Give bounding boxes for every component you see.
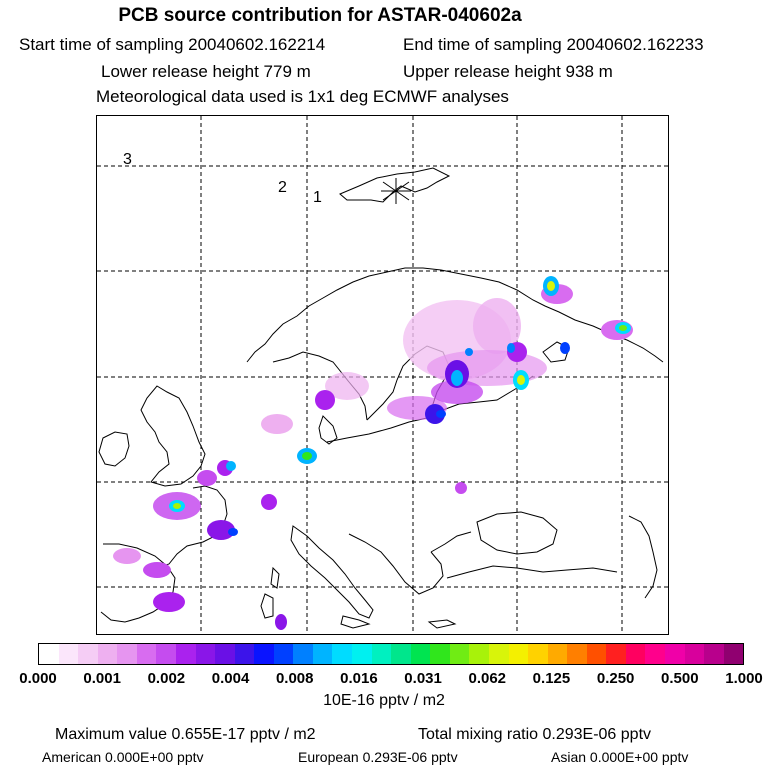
colorbar-segment bbox=[293, 644, 313, 664]
colorbar-tick-label: 0.062 bbox=[468, 670, 507, 687]
colorbar-segment bbox=[625, 644, 646, 664]
map-label-1: 1 bbox=[313, 189, 322, 206]
colorbar-tick-label: 0.004 bbox=[211, 670, 250, 687]
release-site-icon bbox=[381, 178, 411, 204]
colorbar-units: 10E-16 pptv / m2 bbox=[323, 692, 445, 709]
european-contribution: European 0.293E-06 pptv bbox=[298, 749, 458, 765]
colorbar-segment bbox=[215, 644, 235, 664]
american-contribution: American 0.000E+00 pptv bbox=[42, 749, 204, 765]
end-time-label: End time of sampling 20040602.162233 bbox=[403, 35, 704, 54]
colorbar-segment bbox=[312, 644, 333, 664]
colorbar-segment bbox=[39, 644, 59, 664]
colorbar-segment bbox=[723, 644, 744, 664]
europe-map: 3 2 1 bbox=[97, 116, 668, 634]
colorbar-tick-label: 0.000 bbox=[19, 670, 57, 687]
colorbar-tick-label: 0.002 bbox=[147, 670, 186, 687]
colorbar-segment bbox=[508, 644, 529, 664]
colorbar-segment bbox=[175, 644, 196, 664]
colorbar-segment bbox=[430, 644, 450, 664]
colorbar-tick-label: 0.031 bbox=[404, 670, 442, 687]
asian-contribution: Asian 0.000E+00 pptv bbox=[551, 749, 689, 765]
colorbar-segment bbox=[704, 644, 724, 664]
map-panel: 3 2 1 bbox=[96, 115, 669, 635]
max-value-label: Maximum value 0.655E-17 pptv / m2 bbox=[55, 726, 316, 743]
colorbar-segment bbox=[273, 644, 294, 664]
colorbar bbox=[38, 643, 744, 665]
plot-title: PCB source contribution for ASTAR-040602… bbox=[118, 5, 522, 26]
colorbar-segment bbox=[567, 644, 587, 664]
colorbar-tick-label: 0.125 bbox=[532, 670, 571, 687]
colorbar-segment bbox=[606, 644, 626, 664]
colorbar-segment bbox=[58, 644, 79, 664]
colorbar-segment bbox=[195, 644, 216, 664]
colorbar-tick-label: 0.008 bbox=[275, 670, 314, 687]
colorbar-tick-label: 1.000 bbox=[725, 670, 763, 687]
colorbar-segment bbox=[410, 644, 431, 664]
colorbar-segment bbox=[371, 644, 392, 664]
colorbar-segment bbox=[449, 644, 470, 664]
colorbar-segment bbox=[97, 644, 118, 664]
colorbar-segment bbox=[645, 644, 665, 664]
colorbar-tick-label: 0.500 bbox=[661, 670, 699, 687]
colorbar-segment bbox=[136, 644, 157, 664]
colorbar-segment bbox=[586, 644, 607, 664]
colorbar-tick-label: 0.016 bbox=[340, 670, 378, 687]
colorbar-segment bbox=[156, 644, 176, 664]
colorbar-segment bbox=[528, 644, 548, 664]
colorbar-segment bbox=[234, 644, 255, 664]
map-label-3: 3 bbox=[123, 151, 132, 168]
colorbar-segment bbox=[117, 644, 137, 664]
colorbar-tick-label: 0.001 bbox=[83, 670, 121, 687]
lower-release-label: Lower release height 779 m bbox=[101, 62, 311, 81]
colorbar-segment bbox=[78, 644, 98, 664]
total-mixing-label: Total mixing ratio 0.293E-06 pptv bbox=[418, 726, 652, 743]
start-time-label: Start time of sampling 20040602.162214 bbox=[19, 35, 326, 54]
colorbar-segment bbox=[332, 644, 352, 664]
upper-release-label: Upper release height 938 m bbox=[403, 62, 613, 81]
coastlines bbox=[98, 167, 664, 629]
concentration-field bbox=[113, 276, 633, 630]
lat-lon-grid bbox=[97, 116, 668, 634]
colorbar-segment bbox=[547, 644, 568, 664]
colorbar-tick-label: 0.250 bbox=[596, 670, 635, 687]
colorbar-segment bbox=[469, 644, 489, 664]
colorbar-segment bbox=[684, 644, 705, 664]
met-data-label: Meteorological data used is 1x1 deg ECMW… bbox=[96, 87, 509, 106]
colorbar-segment bbox=[391, 644, 411, 664]
colorbar-segment bbox=[254, 644, 274, 664]
colorbar-segment bbox=[488, 644, 509, 664]
colorbar-segment bbox=[352, 644, 372, 664]
colorbar-segment bbox=[665, 644, 685, 664]
map-label-2: 2 bbox=[278, 179, 287, 196]
